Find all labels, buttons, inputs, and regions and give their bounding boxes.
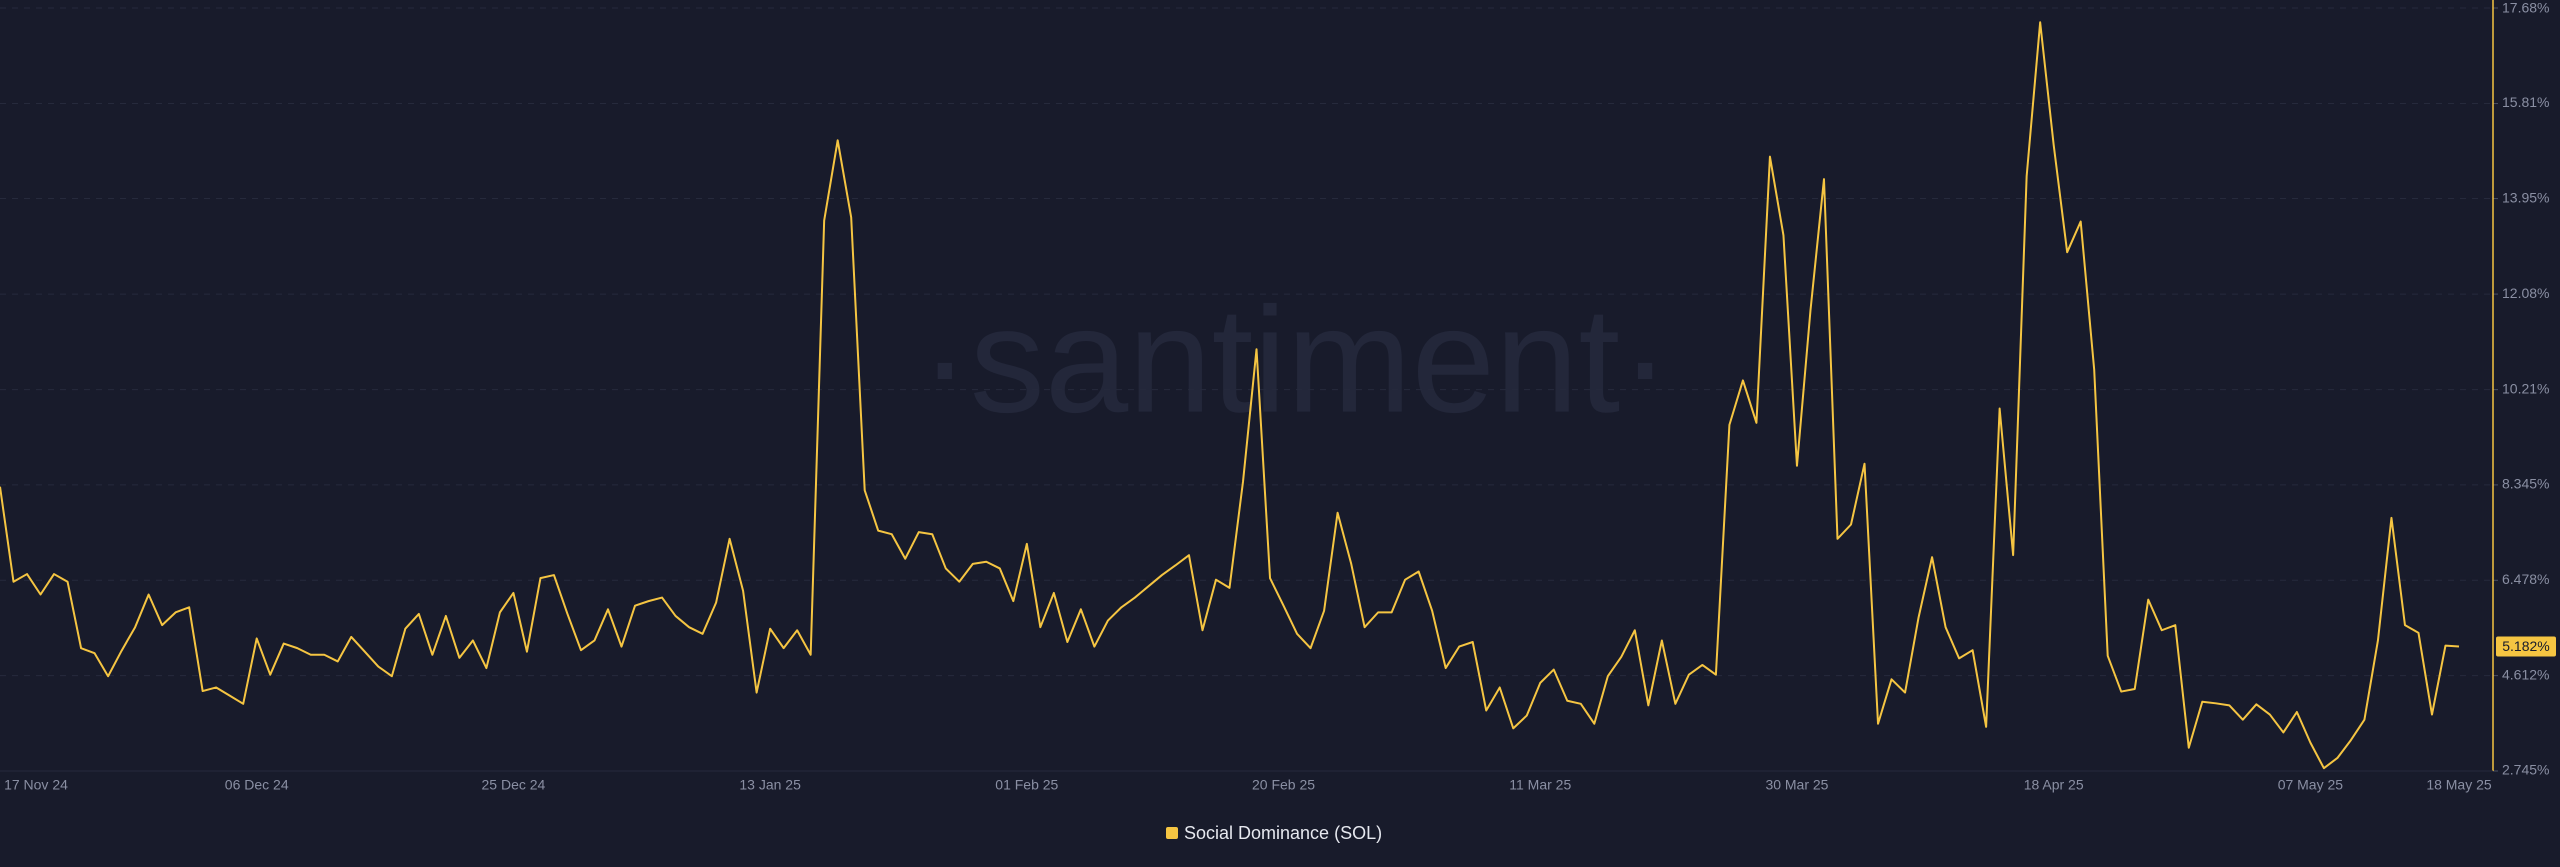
x-tick-label: 18 Apr 25	[2024, 777, 2084, 793]
x-tick-label: 20 Feb 25	[1252, 777, 1315, 793]
y-tick-label: 4.612%	[2502, 666, 2549, 682]
y-tick-label: 6.478%	[2502, 571, 2549, 587]
y-tick-label: 17.68%	[2502, 0, 2549, 16]
y-tick-label: 10.21%	[2502, 380, 2549, 396]
x-tick-label: 13 Jan 25	[739, 777, 801, 793]
y-tick-label: 13.95%	[2502, 189, 2549, 205]
x-tick-label: 07 May 25	[2278, 777, 2344, 793]
y-tick-label: 8.345%	[2502, 476, 2549, 492]
y-tick-label: 15.81%	[2502, 94, 2549, 110]
data-line	[0, 21, 2460, 770]
watermark: ·santiment·	[920, 276, 1670, 444]
y-tick-label: 12.08%	[2502, 285, 2549, 301]
legend-swatch	[1166, 827, 1178, 839]
x-tick-label: 25 Dec 24	[482, 777, 546, 793]
x-tick-label: 11 Mar 25	[1509, 777, 1571, 793]
y-tick-label: 2.745%	[2502, 762, 2549, 778]
x-tick-label: 06 Dec 24	[225, 777, 289, 793]
x-tick-label: 17 Nov 24	[4, 777, 68, 793]
last-value-label: 5.182%	[2502, 638, 2549, 654]
x-tick-label: 30 Mar 25	[1765, 777, 1828, 793]
legend-label: Social Dominance (SOL)	[1184, 823, 1382, 843]
x-tick-label: 18 May 25	[2426, 777, 2492, 793]
x-tick-label: 01 Feb 25	[995, 777, 1058, 793]
last-value-tag	[2496, 636, 2556, 657]
